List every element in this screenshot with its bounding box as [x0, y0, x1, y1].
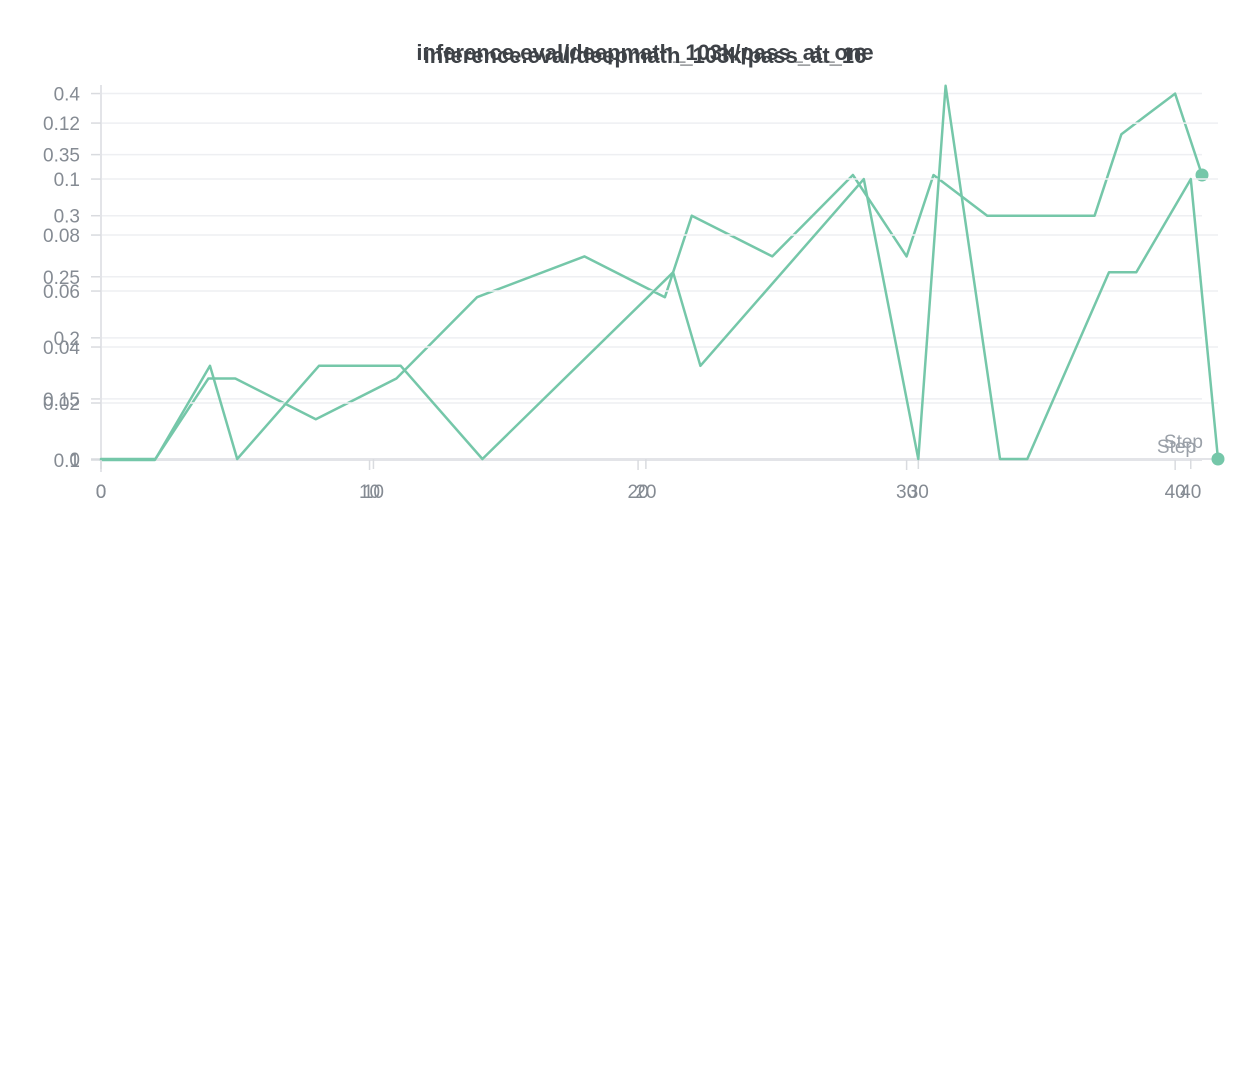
- series-end-dot: [1211, 452, 1225, 466]
- y-tick-label: 0.04: [43, 338, 80, 359]
- y-tick-label: 0.08: [43, 226, 80, 247]
- y-tick-label: 0.4: [54, 85, 81, 106]
- x-axis-label: Step: [1157, 437, 1196, 458]
- x-tick-label: 20: [628, 482, 649, 503]
- x-tick-label: 40: [1180, 482, 1201, 503]
- y-tick-label: 0.15: [43, 390, 80, 411]
- series-line: [99, 92, 1204, 462]
- y-tick-label: 0.12: [43, 114, 80, 135]
- y-tick-label: 0.2: [54, 329, 80, 350]
- series-line: [99, 84, 1220, 461]
- y-tick-label: 0.3: [54, 207, 80, 228]
- y-tick-label: 0: [69, 450, 80, 471]
- series-end-dot: [1195, 168, 1209, 182]
- y-tick-label: 0.35: [43, 146, 80, 167]
- x-tick-label: 0: [96, 482, 107, 503]
- x-tick-label: 40: [1165, 482, 1186, 503]
- x-tick-label: 20: [635, 482, 656, 503]
- y-tick-label: 0.02: [43, 394, 80, 415]
- chart-title: inference.eval/deepmath_103k/pass_at_16: [424, 43, 867, 68]
- x-axis-label: Step: [1164, 432, 1203, 453]
- x-tick-label: 10: [359, 482, 380, 503]
- x-tick-label: 30: [908, 482, 929, 503]
- y-tick-label: 0.1: [54, 170, 80, 191]
- plot-area: 00.020.040.060.080.10.120 10 20 30 40: [43, 84, 1225, 503]
- chart-title: inference.eval/deepmath_103k/pass_at_one: [416, 40, 873, 65]
- y-tick-label: 0.25: [43, 268, 80, 289]
- x-tick-label: 10: [363, 482, 384, 503]
- y-tick-label: 0.06: [43, 282, 80, 303]
- x-tick-label: 0: [96, 482, 107, 503]
- y-tick-label: 0.1: [54, 451, 80, 472]
- x-tick-label: 30: [896, 482, 917, 503]
- pass-at-one-chart-panel[interactable]: inference.eval/deepmath_103k/pass_at_one…: [0, 0, 1258, 537]
